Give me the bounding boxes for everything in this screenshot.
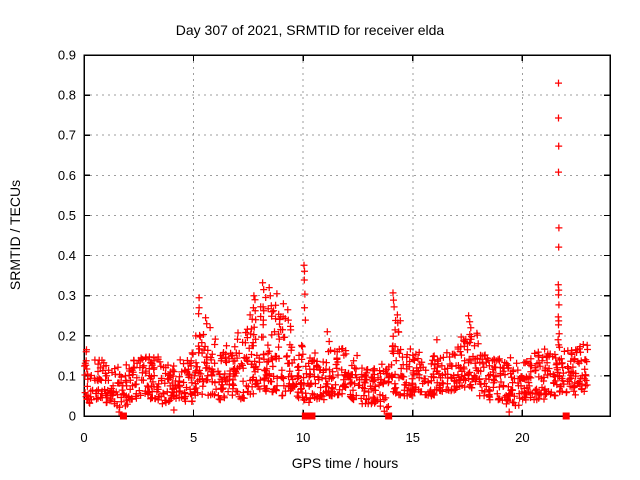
zero-flag-square — [562, 412, 570, 420]
svg-text:0.4: 0.4 — [58, 248, 76, 263]
zero-flag-square — [119, 412, 127, 420]
scatter-points — [81, 79, 591, 416]
zero-flag-square — [385, 412, 393, 420]
svg-text:20: 20 — [515, 430, 529, 445]
y-tick-labels: 0 0.1 0.2 0.3 0.4 0.5 0.6 0.7 0.8 0.9 — [58, 48, 76, 424]
svg-text:0.9: 0.9 — [58, 48, 76, 63]
chart-title: Day 307 of 2021, SRMTID for receiver eld… — [175, 22, 445, 38]
svg-text:0.3: 0.3 — [58, 288, 76, 303]
svg-text:5: 5 — [190, 430, 197, 445]
x-axis-label: GPS time / hours — [291, 455, 399, 471]
svg-text:0.5: 0.5 — [58, 208, 76, 223]
svg-text:0: 0 — [69, 409, 76, 424]
svg-text:0.7: 0.7 — [58, 128, 76, 143]
plot-border — [83, 54, 611, 417]
svg-text:0.2: 0.2 — [58, 328, 76, 343]
axis-ticks — [83, 54, 610, 417]
svg-text:10: 10 — [296, 430, 310, 445]
zero-flag-square — [301, 412, 309, 420]
zero-flag-squares — [119, 412, 570, 420]
x-tick-labels: 0 5 10 15 20 — [80, 430, 529, 445]
svg-text:0.1: 0.1 — [58, 368, 76, 383]
zero-flag-square — [308, 412, 316, 420]
svg-text:15: 15 — [406, 430, 420, 445]
svg-text:0: 0 — [80, 430, 87, 445]
svg-text:0.8: 0.8 — [58, 88, 76, 103]
svg-text:0.6: 0.6 — [58, 168, 76, 183]
